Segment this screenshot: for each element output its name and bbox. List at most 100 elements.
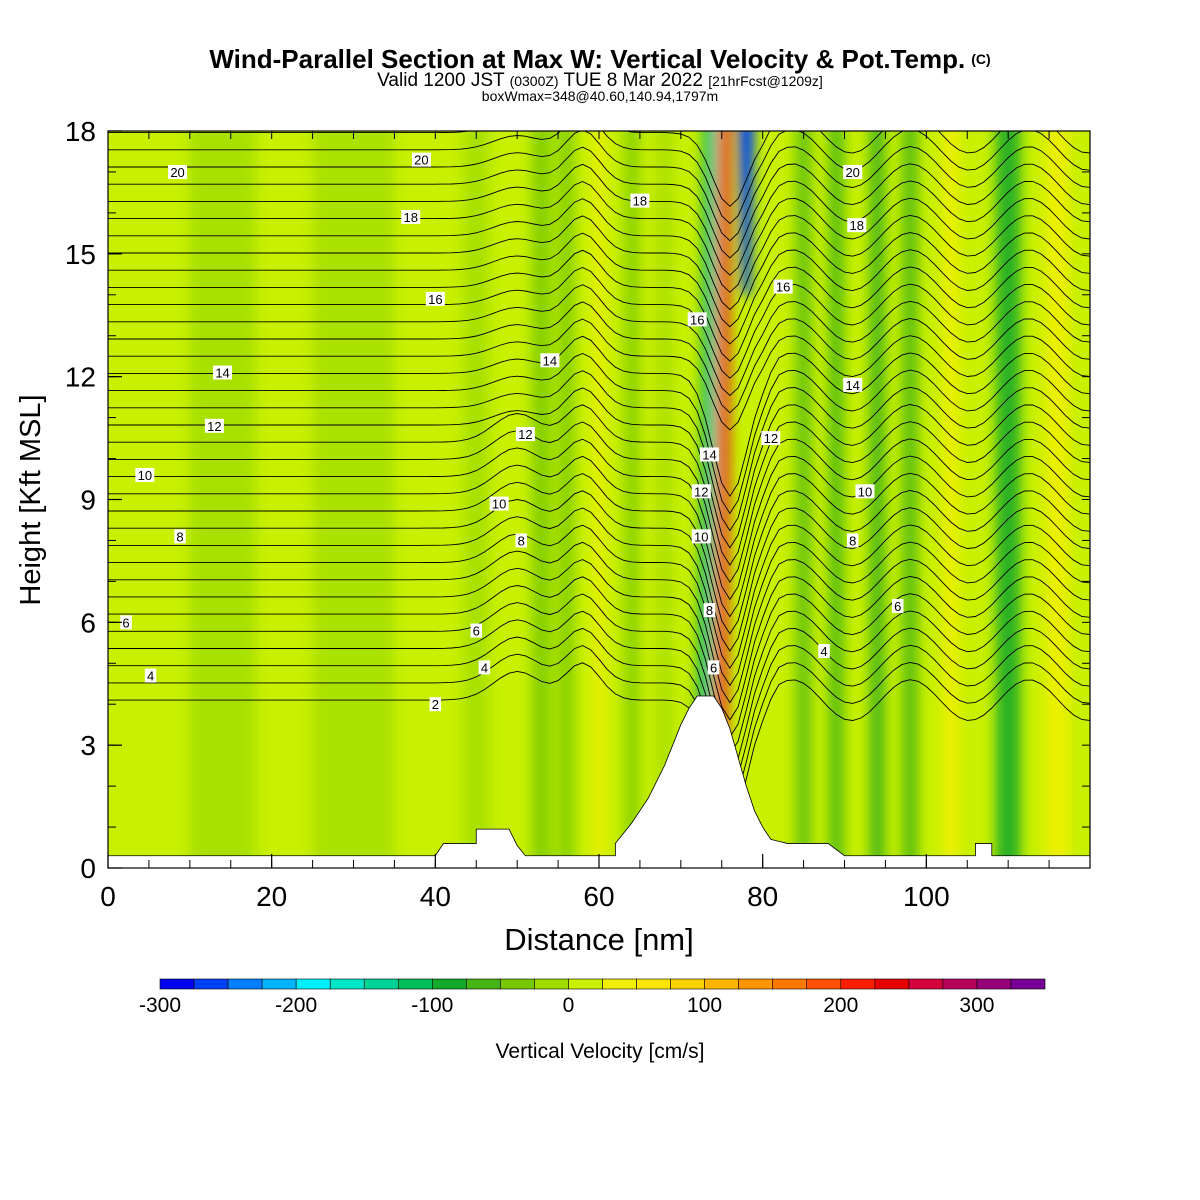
- theta-contour: [108, 335, 1090, 498]
- y-tick-label: 9: [80, 485, 96, 516]
- colorbar: -300 -200 -100 0 100 200 300: [139, 978, 1046, 1017]
- x-tick-label: 40: [420, 881, 451, 912]
- svg-text:10: 10: [858, 484, 872, 499]
- colorbar-swatch: [534, 978, 569, 990]
- colorbar-swatch: [602, 978, 637, 990]
- y-tick-label: 12: [65, 362, 96, 393]
- theta-contour: [108, 232, 1090, 345]
- theta-contour: [108, 267, 1090, 379]
- svg-text:20: 20: [845, 165, 859, 180]
- svg-text:18: 18: [404, 210, 418, 225]
- svg-text:6: 6: [122, 615, 129, 630]
- y-axis-label: Height [Kft MSL]: [15, 394, 47, 605]
- theta-contour: [108, 645, 1090, 807]
- colorbar-swatch: [227, 978, 263, 990]
- contour-label: 12: [691, 484, 711, 499]
- theta-contour: [108, 284, 1090, 397]
- svg-text:16: 16: [776, 280, 790, 295]
- theta-contour: [108, 610, 1090, 773]
- velocity-band: [312, 131, 395, 868]
- velocity-band: [558, 131, 575, 868]
- contour-label: 6: [891, 598, 904, 614]
- y-tick-label: 15: [65, 239, 96, 270]
- colorbar-swatch: [193, 978, 229, 990]
- colorbar-swatch: [704, 978, 739, 990]
- colorbar-swatch: [466, 978, 501, 990]
- colorbar-swatch: [329, 978, 365, 990]
- contour-label: 20: [843, 164, 863, 180]
- y-tick-label: 18: [65, 116, 96, 147]
- theta-contour: [108, 455, 1090, 618]
- svg-text:8: 8: [518, 533, 525, 548]
- contour-label: 8: [515, 533, 528, 548]
- svg-text:18: 18: [850, 218, 864, 233]
- contour-label: 20: [411, 152, 431, 168]
- y-tick-label: 6: [80, 607, 96, 638]
- contour-label: 10: [691, 529, 711, 544]
- velocity-band: [656, 131, 673, 868]
- contour-label: 2: [429, 697, 442, 712]
- x-tick-label: 60: [583, 881, 614, 912]
- colorbar-swatch: [432, 978, 467, 990]
- velocity-band: [592, 131, 606, 868]
- velocity-plume: [720, 131, 730, 737]
- colorbar-swatch: [1010, 978, 1046, 990]
- title-block: Wind-Parallel Section at Max W: Vertical…: [0, 44, 1200, 103]
- contour-label: 6: [120, 615, 132, 630]
- contour-label: 4: [478, 660, 491, 675]
- theta-contour: [108, 370, 1090, 532]
- velocity-band: [901, 131, 919, 868]
- colorbar-swatch: [806, 978, 842, 990]
- x-tick-label: 80: [747, 881, 778, 912]
- theta-contour: [108, 593, 1090, 756]
- contour-label: 14: [699, 447, 719, 462]
- theta-contour: [108, 627, 1090, 790]
- svg-text:14: 14: [702, 447, 716, 462]
- theta-contour: [108, 131, 1090, 242]
- contour-label: 16: [425, 291, 445, 307]
- theta-contour: [108, 215, 1090, 328]
- contour-label: 8: [703, 603, 716, 618]
- velocity-band: [942, 131, 960, 868]
- svg-text:16: 16: [428, 292, 442, 307]
- theta-contour: [108, 353, 1090, 515]
- colorbar-swatch: [397, 978, 433, 990]
- theta-contour: [108, 318, 1090, 431]
- svg-text:6: 6: [710, 660, 717, 675]
- theta-contour: [108, 387, 1090, 549]
- colorbar-swatch: [159, 978, 195, 990]
- x-tick-label: 0: [100, 881, 116, 912]
- theta-contour: [108, 559, 1090, 721]
- downdraft-core: [738, 131, 755, 295]
- y-tick-label: 0: [80, 853, 96, 884]
- colorbar-swatch: [568, 978, 603, 990]
- velocity-band: [531, 131, 552, 868]
- colorbar-tick-label: 300: [959, 994, 994, 1017]
- contour-label: 4: [818, 643, 830, 659]
- theta-contour: [108, 198, 1090, 311]
- theta-contour: [108, 181, 1090, 293]
- valid-time: Valid 1200 JST: [377, 70, 505, 91]
- colorbar-tick-label: -200: [275, 994, 317, 1017]
- svg-text:16: 16: [690, 312, 704, 327]
- velocity-band: [1044, 131, 1070, 868]
- svg-text:4: 4: [820, 644, 827, 659]
- theta-contour: [108, 576, 1090, 738]
- contour-label: 8: [174, 529, 186, 544]
- plot-area: 20 20 18 18 20 18 16 16 16 14 14 14 12 12 12 10 10 14 12 10…: [108, 131, 1090, 868]
- box-max-info: boxWmax=348@40.60,140.94,1797m: [481, 88, 719, 104]
- y-tick-label: 3: [80, 730, 96, 761]
- svg-text:12: 12: [207, 419, 221, 434]
- theta-contour: [108, 249, 1090, 362]
- velocity-band: [995, 131, 1021, 868]
- colorbar-swatch: [500, 978, 535, 990]
- svg-text:8: 8: [176, 529, 183, 544]
- valid-date: TUE 8 Mar 2022: [563, 70, 703, 91]
- theta-contour: [108, 404, 1090, 566]
- forecast-info: [21hrFcst@1209z]: [708, 73, 823, 89]
- theta-contour: [108, 163, 1090, 276]
- svg-text:8: 8: [706, 603, 713, 618]
- copyright-mark: (C): [971, 51, 991, 67]
- contour-label: 12: [204, 418, 224, 434]
- contour-label: 10: [855, 484, 875, 499]
